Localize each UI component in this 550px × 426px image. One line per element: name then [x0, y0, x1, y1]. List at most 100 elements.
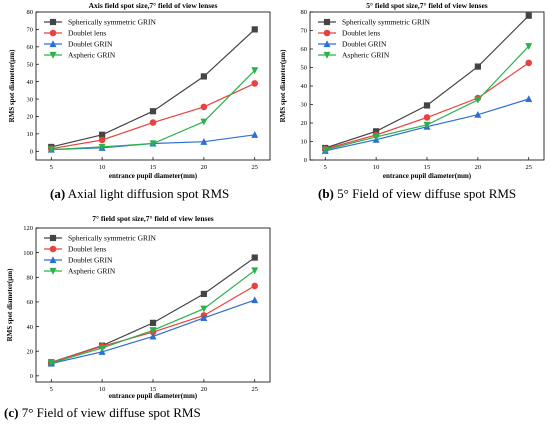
x-tick-label: 10: [99, 164, 106, 171]
legend-marker: [323, 51, 331, 59]
data-point: [149, 332, 157, 340]
legend-marker: [49, 40, 57, 48]
data-point: [251, 26, 258, 33]
data-point: [372, 133, 380, 141]
data-point: [47, 359, 55, 367]
data-point: [99, 131, 106, 138]
chart-1: Axis field spot size,7° field of view le…: [8, 1, 271, 180]
series-4: [47, 267, 259, 367]
y-tick-label: 30: [301, 102, 308, 109]
y-tick-label: 50: [27, 61, 34, 68]
series-line: [325, 45, 530, 151]
y-tick-label: 60: [301, 46, 308, 53]
data-point: [525, 59, 533, 67]
caption-a-text: Axial light diffusion spot RMS: [65, 186, 230, 201]
legend: Spherically symmetric GRIN Doublet lens Do…: [44, 234, 156, 276]
x-tick-label: 10: [99, 386, 106, 393]
series-4: [321, 43, 533, 154]
y-tick-label: 100: [23, 250, 33, 257]
caption-c: (c) 7° Field of view diffuse spot RMS: [4, 405, 201, 421]
data-point: [373, 128, 380, 135]
x-tick-label: 15: [150, 386, 157, 393]
x-axis-label: entrance pupil diameter(mm): [109, 172, 198, 180]
y-tick-label: 60: [27, 299, 34, 306]
data-point: [98, 136, 106, 144]
y-tick-label: 50: [301, 65, 308, 72]
legend: Spherically symmetric GRIN Doublet lens Do…: [44, 18, 156, 60]
data-point: [149, 119, 157, 126]
y-axis-label: RMS spot diameter(μm): [8, 49, 16, 122]
y-tick-label: 60: [27, 44, 34, 51]
data-point: [98, 143, 106, 151]
y-tick-label: 20: [301, 120, 308, 127]
y-tick-label: 20: [27, 114, 34, 121]
y-tick-label: 80: [27, 274, 34, 281]
x-tick-label: 20: [475, 164, 482, 171]
data-point: [200, 73, 207, 80]
data-point: [200, 118, 208, 126]
data-point: [251, 67, 259, 75]
data-point: [251, 296, 259, 304]
legend-marker: [49, 51, 57, 59]
legend-label: Aspheric GRIN: [342, 51, 390, 60]
y-tick-label: 0: [30, 148, 33, 155]
x-tick-label: 5: [324, 164, 327, 171]
x-tick-label: 10: [373, 164, 380, 171]
data-point: [47, 146, 55, 154]
data-point: [251, 80, 259, 87]
y-tick-label: 0: [30, 373, 33, 380]
legend-label: Spherically symmetric GRIN: [68, 234, 156, 243]
y-tick-label: 30: [27, 96, 34, 103]
legend: Spherically symmetric GRIN Doublet lens Do…: [318, 18, 430, 60]
legend-label: Aspheric GRIN: [68, 267, 116, 276]
x-axis-label: entrance pupil diameter(mm): [383, 172, 472, 180]
data-point: [251, 131, 259, 138]
y-tick-label: 10: [27, 131, 34, 138]
caption-b-letter: (b): [318, 186, 334, 201]
legend-marker: [49, 256, 57, 264]
legend-marker: [49, 234, 57, 242]
y-tick-label: 10: [301, 139, 308, 146]
legend-label: Doublet GRIN: [68, 40, 113, 49]
data-point: [98, 345, 106, 352]
legend-label: Spherically symmetric GRIN: [68, 18, 156, 27]
x-tick-label: 5: [50, 164, 53, 171]
y-tick-label: 70: [301, 28, 308, 35]
legend-marker: [323, 40, 331, 48]
data-point: [474, 110, 482, 118]
legend-marker: [49, 29, 57, 37]
legend-label: Doublet lens: [68, 245, 106, 254]
data-point: [423, 102, 431, 109]
legend-marker: [323, 29, 331, 37]
y-axis-label: RMS spot diameter(μm): [6, 268, 14, 341]
data-point: [525, 95, 533, 103]
caption-b: (b) 5° Field of view diffuse spot RMS: [318, 186, 516, 202]
series-4: [47, 67, 259, 154]
y-tick-label: 120: [23, 225, 33, 232]
caption-a: (a) Axial light diffusion spot RMS: [50, 186, 229, 202]
data-point: [525, 43, 533, 50]
x-tick-label: 25: [525, 164, 532, 171]
series-line: [51, 270, 256, 364]
data-point: [200, 138, 208, 145]
x-axis-label: entrance pupil diameter(mm): [109, 392, 198, 400]
data-point: [525, 12, 532, 19]
legend-marker: [323, 18, 331, 26]
x-tick-label: 20: [201, 164, 208, 171]
y-tick-label: 40: [301, 83, 308, 90]
caption-b-text: 5° Field of view diffuse spot RMS: [333, 186, 517, 201]
data-point: [200, 290, 207, 298]
data-point: [149, 319, 157, 326]
data-point: [474, 96, 482, 104]
y-tick-label: 40: [27, 324, 34, 331]
legend-label: Aspheric GRIN: [68, 51, 116, 60]
y-axis-label: RMS spot diameter(μm): [279, 49, 287, 122]
y-tick-label: 40: [27, 79, 34, 86]
x-tick-label: 25: [251, 164, 258, 171]
data-point: [251, 267, 259, 275]
data-point: [474, 63, 481, 70]
data-point: [200, 314, 208, 322]
chart-2: 5° field spot size,7° field of view lens…: [279, 1, 545, 180]
legend-marker: [49, 245, 57, 253]
